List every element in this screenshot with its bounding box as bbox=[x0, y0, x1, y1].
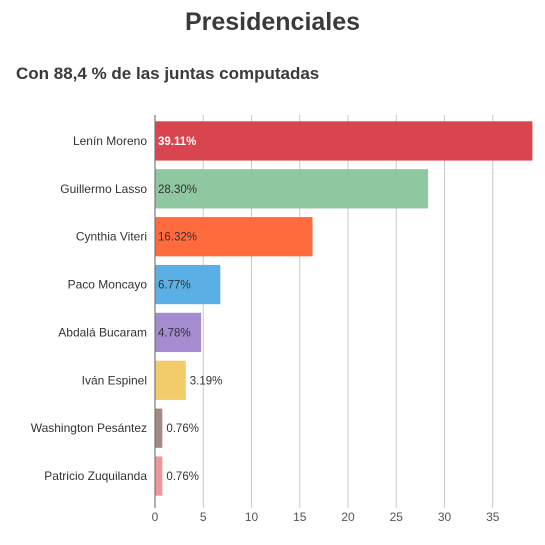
category-label: Abdalá Bucaram bbox=[58, 325, 147, 339]
bar bbox=[155, 456, 163, 496]
bar bbox=[155, 264, 221, 305]
category-label: Cynthia Viteri bbox=[76, 230, 147, 244]
x-tick-label: 25 bbox=[390, 510, 404, 524]
value-label: 0.76% bbox=[166, 423, 199, 435]
chart-title: Presidenciales bbox=[184, 8, 361, 36]
value-label: 0.76% bbox=[166, 471, 199, 483]
x-tick-label: 20 bbox=[341, 510, 355, 524]
bar bbox=[155, 360, 186, 400]
x-axis: 0 5 10 15 20 25 30 35 bbox=[152, 115, 500, 524]
category-label: Paco Moncayo bbox=[68, 278, 148, 292]
bar bbox=[155, 217, 313, 257]
category-label: Iván Espinel bbox=[82, 373, 147, 387]
value-label: 39.11% bbox=[158, 136, 196, 148]
x-tick-label: 30 bbox=[438, 510, 452, 524]
category-label: Guillermo Lasso bbox=[60, 182, 147, 196]
bar bbox=[155, 121, 533, 161]
x-tick-label: 10 bbox=[245, 510, 259, 524]
x-tick-label: 35 bbox=[486, 510, 500, 524]
category-label: Lenín Moreno bbox=[73, 134, 147, 148]
bar bbox=[155, 169, 429, 209]
value-label: 6.77% bbox=[158, 280, 191, 292]
x-tick-label: 0 bbox=[152, 510, 159, 524]
bars bbox=[155, 121, 533, 496]
value-label: 4.78% bbox=[158, 327, 191, 339]
value-label: 3.19% bbox=[190, 375, 223, 387]
value-label: 16.32% bbox=[158, 232, 197, 244]
bar bbox=[155, 312, 202, 353]
value-label: 28.30% bbox=[158, 184, 197, 196]
x-tick-label: 15 bbox=[293, 510, 307, 524]
labels: Lenín Moreno 39.11% Guillermo Lasso 28.30% C… bbox=[31, 134, 223, 483]
category-label: Washington Pesántez bbox=[31, 421, 147, 435]
category-label: Patricio Zuquilanda bbox=[44, 469, 147, 483]
x-tick-label: 5 bbox=[200, 510, 207, 524]
chart-subtitle: Con 88,4 % de las juntas computadas bbox=[16, 64, 320, 83]
bar bbox=[155, 408, 163, 448]
